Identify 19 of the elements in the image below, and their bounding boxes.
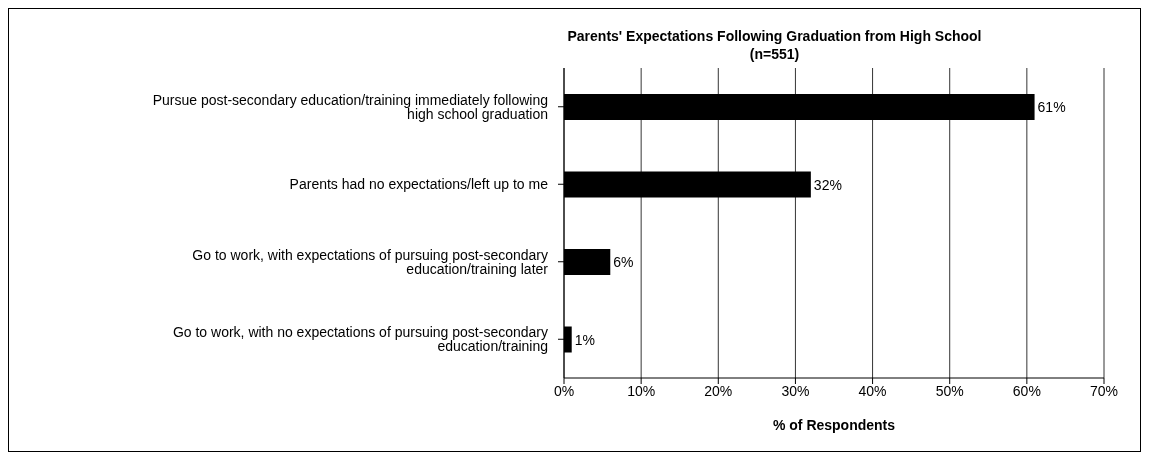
chart-subtitle: (n=551) [748,45,801,63]
x-tick-label: 10% [627,382,656,399]
chart-title: Parents' Expectations Following Graduation from High School [566,27,983,45]
x-tick-label: 70% [1089,382,1119,399]
x-tick-label: 20% [704,382,733,399]
data-label: 1% [574,331,595,348]
x-axis-title: % of Respondents [772,417,896,433]
y-tick-label: Pursue post-secondary education/training immediately following high school graduation [152,91,548,122]
x-tick-label: 0% [553,382,575,399]
x-tick-label: 30% [781,382,810,399]
x-tick-label: 60% [1012,382,1041,399]
data-label: 32% [813,176,842,193]
y-tick-label: Go to work, with no expectations of pursuing post-secondary education/training [172,324,548,355]
data-label: 61% [1037,99,1066,115]
data-label: 6% [613,254,634,270]
x-tick-label: 40% [858,382,887,399]
y-tick-label: Parents had no expectations/left up to me [289,176,549,193]
x-tick-label: 50% [935,382,964,399]
y-tick-label: Go to work, with expectations of pursuing post-secondary education/training later [192,246,549,277]
